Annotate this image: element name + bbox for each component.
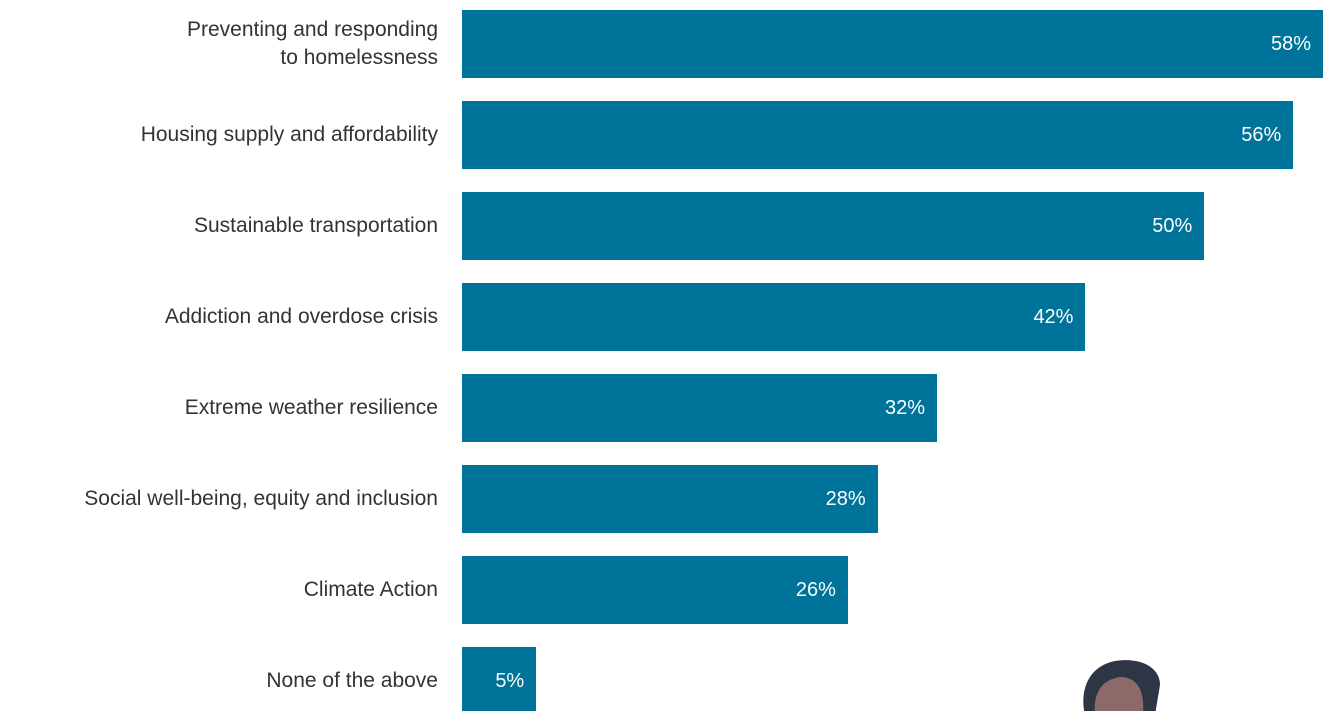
category-label: Social well-being, equity and inclusion [84, 487, 438, 510]
category-label: Housing supply and affordability [140, 123, 438, 146]
bar [462, 192, 1205, 260]
category-label: Extreme weather resilience [184, 396, 438, 419]
value-label: 26% [795, 578, 836, 601]
value-label: 28% [825, 487, 866, 510]
bar [462, 283, 1086, 351]
category-label: Preventing and responding to homelessnes… [186, 18, 438, 69]
bar [462, 101, 1294, 169]
bar [462, 556, 848, 624]
bar [462, 465, 878, 533]
bar [462, 374, 938, 442]
value-label: 5% [495, 669, 525, 692]
value-label: 58% [1270, 32, 1311, 55]
value-label: 32% [885, 396, 926, 419]
value-label: 56% [1241, 123, 1282, 146]
category-label: Sustainable transportation [194, 214, 438, 237]
value-label: 50% [1152, 214, 1193, 237]
category-label: None of the above [266, 669, 438, 692]
category-label: Climate Action [303, 578, 438, 601]
bar [462, 647, 537, 711]
illustration [1083, 660, 1160, 711]
category-label: Addiction and overdose crisis [164, 305, 438, 328]
value-label: 42% [1033, 305, 1074, 328]
bar [462, 10, 1323, 78]
